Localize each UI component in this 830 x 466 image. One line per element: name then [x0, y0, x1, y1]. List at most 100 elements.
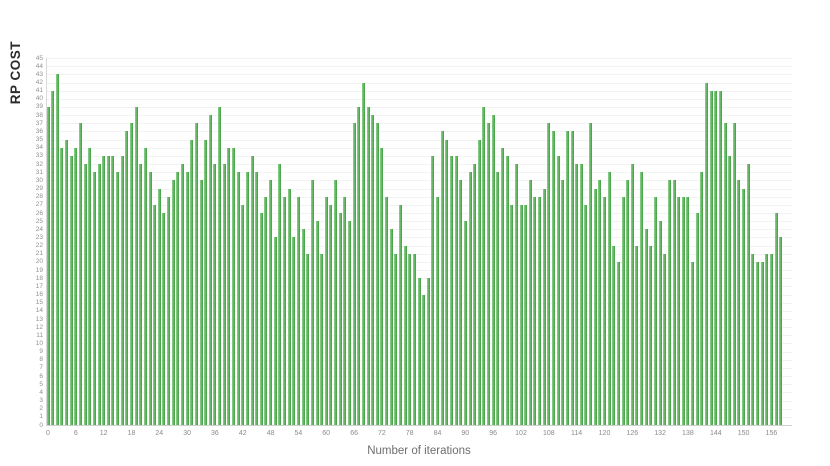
- x-tick-label: 138: [682, 430, 694, 437]
- y-tick-label: 1: [39, 413, 43, 421]
- gridline: [46, 147, 792, 149]
- bar: [714, 90, 718, 425]
- bar: [130, 123, 133, 425]
- bar: [222, 164, 226, 425]
- bar: [723, 123, 727, 425]
- y-tick-label: 13: [35, 315, 43, 323]
- bar: [635, 245, 639, 425]
- bar: [227, 147, 231, 425]
- bar: [176, 172, 180, 425]
- y-tick-label: 36: [35, 127, 43, 135]
- gridline: [46, 204, 792, 206]
- y-tick-label: 44: [35, 62, 43, 70]
- bar: [542, 188, 546, 425]
- x-tick-label: 102: [515, 430, 527, 437]
- bar: [649, 245, 653, 425]
- bar: [538, 196, 541, 425]
- bar: [245, 172, 249, 425]
- bar: [264, 196, 268, 425]
- y-tick-label: 12: [35, 323, 43, 331]
- bar: [616, 261, 620, 425]
- gridline: [46, 164, 792, 165]
- bar: [157, 188, 161, 425]
- x-tick-label: 0: [46, 430, 50, 437]
- x-tick-label: 96: [489, 430, 498, 437]
- bar: [663, 253, 667, 425]
- bar: [589, 123, 592, 425]
- y-tick-label: 23: [35, 233, 43, 241]
- bar: [695, 213, 699, 425]
- gridline: [46, 131, 792, 133]
- bar: [83, 164, 87, 425]
- x-tick-label: 120: [598, 430, 611, 437]
- bar: [746, 164, 750, 425]
- bar: [320, 253, 324, 425]
- bar: [167, 196, 171, 425]
- gridline: [46, 188, 792, 190]
- y-tick-label: 42: [35, 79, 43, 86]
- x-axis-title: Number of iterations: [367, 445, 471, 457]
- bar: [116, 172, 120, 425]
- bar: [524, 204, 528, 425]
- bar: [194, 123, 198, 425]
- x-tick-label: 144: [709, 430, 722, 437]
- bar: [218, 106, 222, 425]
- bar: [278, 164, 282, 425]
- bar: [519, 204, 523, 425]
- y-axis-title: RP COST: [7, 40, 23, 105]
- bar: [74, 147, 78, 425]
- bar: [436, 196, 439, 425]
- gridline: [46, 106, 792, 108]
- bar: [241, 204, 245, 425]
- y-tick-label: 8: [39, 356, 43, 364]
- gridline: [46, 237, 792, 239]
- bar: [315, 221, 319, 425]
- gridline: [46, 58, 792, 59]
- gridline: [46, 123, 792, 125]
- bar: [46, 106, 50, 425]
- bar: [644, 229, 648, 425]
- x-tick-label: 36: [210, 430, 219, 437]
- bar: [334, 180, 337, 425]
- gridline: [46, 213, 792, 214]
- bar: [102, 155, 106, 425]
- bar: [143, 147, 147, 425]
- bar: [283, 196, 286, 425]
- bar: [491, 115, 495, 425]
- bar: [324, 196, 328, 425]
- y-tick-label: 17: [35, 282, 43, 290]
- y-tick-label: 34: [35, 144, 43, 152]
- bar: [487, 123, 490, 425]
- bar: [287, 188, 291, 425]
- x-tick-label: 132: [654, 430, 666, 437]
- bar: [292, 237, 296, 425]
- bar: [357, 106, 361, 425]
- bar: [273, 237, 277, 425]
- y-tick-label: 38: [35, 111, 43, 119]
- y-tick-label: 21: [35, 250, 43, 258]
- bar: [65, 139, 68, 425]
- y-tick-label: 0: [39, 421, 43, 429]
- gridline: [46, 155, 792, 157]
- y-tick-label: 10: [35, 339, 43, 347]
- bar: [482, 106, 486, 425]
- bar: [500, 147, 504, 425]
- bar: [603, 196, 606, 425]
- x-tick-label: 108: [542, 430, 555, 437]
- bar: [403, 245, 407, 425]
- x-tick-label: 18: [127, 430, 136, 437]
- y-tick-label: 5: [39, 380, 43, 388]
- gridline: [46, 74, 792, 76]
- bar: [454, 155, 458, 425]
- bar: [473, 164, 477, 425]
- y-tick-label: 16: [35, 291, 43, 298]
- bar: [162, 213, 166, 425]
- bar: [677, 196, 681, 425]
- bar: [352, 123, 356, 425]
- bar: [709, 90, 713, 425]
- y-tick-label: 35: [35, 136, 43, 144]
- bar: [584, 204, 588, 425]
- x-tick-label: 114: [571, 430, 583, 437]
- bar: [477, 139, 481, 425]
- bar: [751, 253, 755, 425]
